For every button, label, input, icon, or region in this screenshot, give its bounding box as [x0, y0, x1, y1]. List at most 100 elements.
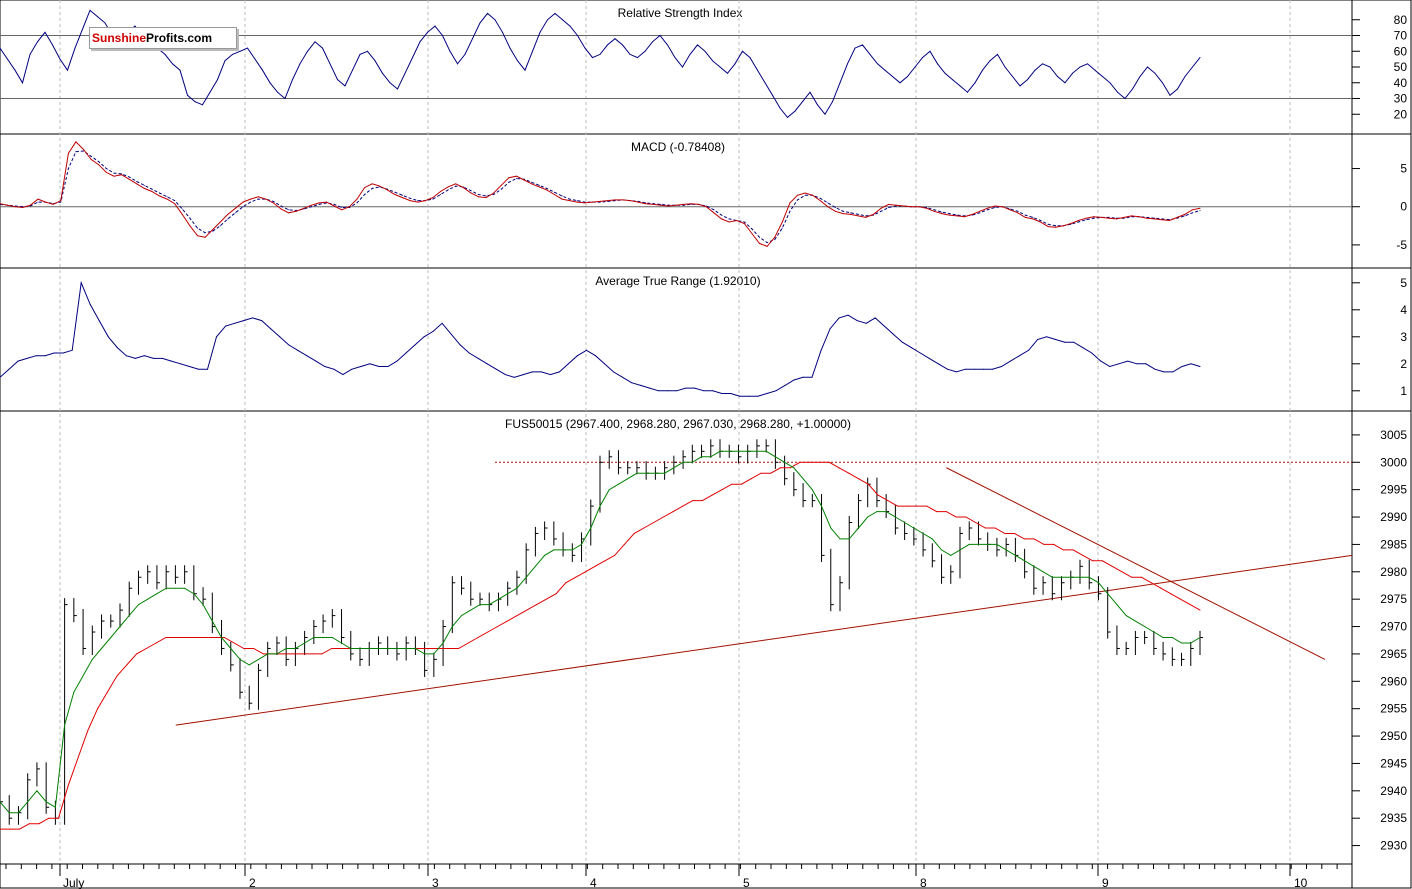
ma-short-line-point	[101, 647, 103, 649]
ma-short-line-point	[64, 724, 66, 726]
ma-long-line-point	[1111, 565, 1113, 567]
macd-panel: MACD (-0.78408)	[631, 140, 725, 154]
rsi-line-point	[1154, 72, 1156, 74]
ma-short-line-point	[987, 543, 989, 545]
macd-signal-line-point	[136, 181, 138, 183]
ma-short-line-point	[82, 675, 84, 677]
y-tick-label: 30	[1394, 92, 1408, 106]
ma-short-line-point	[377, 647, 379, 649]
ma-short-line-point	[276, 653, 278, 655]
rsi-line-point	[1057, 75, 1058, 77]
macd-signal-line-point	[166, 196, 168, 198]
ma-short-line-point	[507, 593, 509, 595]
atr-line-point	[640, 384, 642, 386]
ma-long-line-point	[331, 647, 333, 649]
atr-line-point	[1181, 366, 1183, 367]
macd-signal-line-point	[979, 212, 981, 214]
rsi-line-point	[299, 63, 301, 65]
rsi-line-point	[134, 25, 136, 27]
macd-line-point	[295, 210, 297, 212]
macd-signal-line-point	[538, 184, 540, 186]
ma-short-line-point	[221, 637, 223, 638]
atr-line-point	[784, 384, 786, 386]
rsi-line-point	[547, 19, 548, 21]
ma-short-line-point	[45, 801, 47, 803]
rsi-line-point	[239, 50, 241, 52]
rsi-line-point	[284, 98, 286, 99]
rsi-line-point	[779, 107, 781, 109]
ma-long-line-point	[799, 461, 801, 463]
macd-signal-line-point	[333, 203, 335, 205]
y-tick-label: 2940	[1380, 784, 1407, 798]
atr-line-point	[865, 322, 867, 324]
macd-signal-line-point	[143, 184, 145, 186]
ma-short-line-point	[174, 587, 176, 589]
atr-line-point	[874, 317, 876, 319]
rsi-line-point	[74, 47, 76, 49]
macd-signal-line-point	[250, 201, 252, 203]
macd-line-point	[158, 195, 160, 197]
macd-signal-line-point	[880, 210, 882, 212]
macd-line-point	[751, 232, 753, 234]
atr-line-point	[811, 376, 813, 378]
ma-long-line-point	[809, 461, 811, 463]
ma-long-line-point	[740, 483, 742, 485]
rsi-line-point	[292, 79, 293, 81]
rsi-line-point	[359, 53, 361, 55]
rsi-line-point	[682, 66, 683, 68]
macd-signal-line-point	[1047, 223, 1049, 225]
ma-short-line-point	[451, 626, 453, 628]
macd-line-point	[440, 190, 442, 192]
atr-line-point	[766, 393, 768, 394]
rsi-line-point	[449, 50, 451, 52]
ma-long-line-point	[106, 691, 108, 693]
ma-long-line-point	[1199, 609, 1201, 611]
rsi-line-point	[224, 60, 226, 62]
rsi-line-point	[67, 69, 68, 71]
macd-signal-line-point	[318, 203, 320, 205]
macd-line-point	[174, 203, 176, 205]
rsi-line-point	[817, 104, 818, 106]
macd-signal-line-point	[553, 191, 555, 193]
macd-line-point	[1153, 218, 1155, 220]
macd-signal-line-point	[477, 194, 479, 196]
rsi-line-point	[794, 110, 796, 112]
ma-long-line-point	[214, 637, 216, 638]
ma-long-line-point	[204, 637, 206, 638]
macd-line-point	[804, 192, 806, 194]
atr-line-point	[1064, 341, 1066, 343]
rsi-line-point	[397, 88, 398, 90]
macd-line-point	[189, 225, 191, 227]
macd-line-point	[288, 212, 290, 214]
macd-line-point	[1138, 216, 1140, 218]
brand-logo[interactable]: SunshineProfits.com	[89, 27, 237, 49]
rsi-line-point	[187, 94, 188, 96]
macd-line-point	[1108, 217, 1110, 219]
ma-long-line-point	[448, 647, 450, 649]
y-tick-label: 0	[1400, 200, 1407, 214]
atr-line-point	[649, 387, 651, 389]
y-tick-label: 5	[1400, 276, 1407, 290]
ma-short-line-point	[433, 653, 435, 655]
atr-line-point	[982, 368, 984, 370]
rsi-line-point	[164, 53, 166, 55]
ma-short-line-point	[1199, 637, 1201, 638]
macd-line-point	[743, 223, 745, 225]
atr-line-point	[585, 349, 587, 351]
rsi-line-point	[869, 53, 871, 55]
ma-short-line-point	[91, 658, 93, 660]
rsi-line-point	[764, 82, 766, 84]
macd-line-point	[964, 216, 966, 218]
rsi-line-point	[802, 101, 803, 103]
atr-line-point	[152, 357, 154, 359]
macd-signal-line-point	[212, 230, 214, 232]
ma-long-line-point	[955, 516, 957, 518]
macd-line-point	[1191, 209, 1193, 211]
y-tick-label: 3000	[1380, 455, 1407, 469]
macd-line-point	[827, 206, 829, 208]
atr-line-point	[1082, 347, 1084, 349]
ma-short-line-point	[128, 615, 130, 617]
macd-signal-line-point	[834, 206, 836, 208]
atr-line-point	[622, 376, 624, 378]
macd-line-point	[219, 221, 221, 223]
